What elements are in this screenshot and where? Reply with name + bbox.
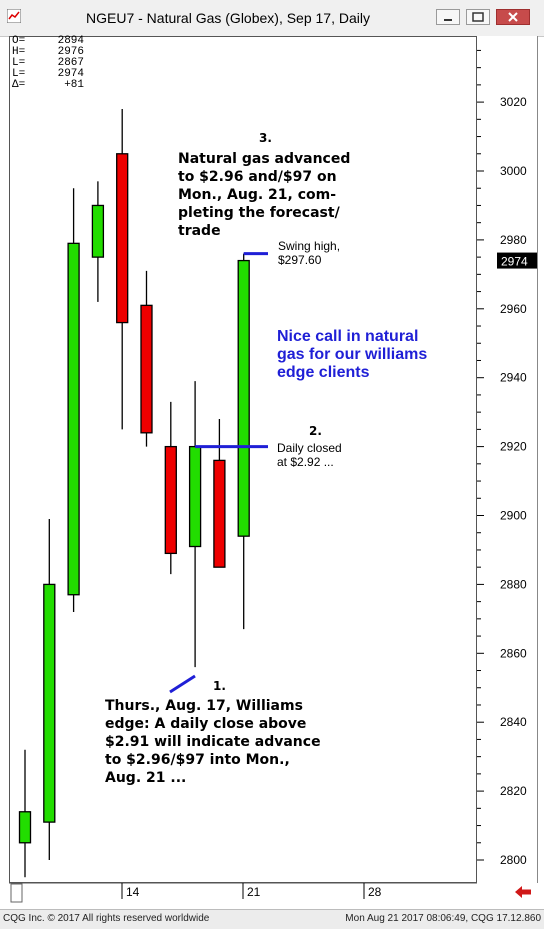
annotation-line: Thurs., Aug. 17, Williams — [105, 698, 303, 714]
y-tick-label: 2980 — [500, 233, 527, 247]
last-price-label: 2974 — [501, 255, 528, 269]
minimize-button[interactable] — [436, 9, 460, 25]
status-bar: CQG Inc. © 2017 All rights reserved worl… — [0, 909, 544, 929]
candle-body — [67, 242, 80, 596]
candle-body — [213, 459, 226, 568]
annotation-3-number: 3. — [259, 131, 272, 145]
annotation-line: Mon., Aug. 21, com- — [178, 187, 337, 203]
annotation-line: trade — [178, 223, 221, 239]
x-scroll-thumb — [10, 883, 23, 903]
annotation-line: pleting the forecast/ — [178, 205, 340, 221]
candle-body — [140, 304, 153, 434]
annotation-line: Swing high, — [278, 239, 341, 253]
window-titlebar: NGEU7 - Natural Gas (Globex), Sep 17, Da… — [0, 0, 544, 37]
commentary-note: Nice call in natural gas for our william… — [277, 328, 427, 382]
x-tick-label: 21 — [247, 885, 261, 899]
annotation-line: Natural gas advanced — [178, 151, 351, 167]
annotation-line: Aug. 21 ... — [105, 770, 187, 786]
y-tick-label: 2960 — [500, 302, 527, 316]
annotation-line: to $2.96/$97 into Mon., — [105, 752, 290, 768]
timestamp-text: Mon Aug 21 2017 08:06:49, CQG 17.12.860 — [345, 913, 541, 924]
maximize-icon — [472, 12, 484, 22]
annotation-line: $297.60 — [278, 253, 322, 267]
close-button[interactable] — [496, 9, 530, 25]
ohlc-row: L= 2974 — [12, 68, 84, 80]
annotation-1: Thurs., Aug. 17, Williams edge: A daily … — [105, 697, 321, 787]
candle-body — [91, 204, 105, 258]
y-tick-label: 2800 — [500, 853, 527, 867]
ohlc-row: H= 2976 — [12, 46, 84, 58]
copyright-text: CQG Inc. © 2017 All rights reserved worl… — [3, 913, 210, 924]
annotation-1-number: 1. — [213, 679, 226, 693]
close-icon — [508, 12, 518, 22]
candle-body — [18, 811, 32, 844]
candle-body — [164, 445, 177, 555]
y-tick-label: 3020 — [500, 95, 527, 109]
annotation-line: at $2.92 ... — [277, 455, 334, 469]
annotation-line: edge clients — [277, 364, 370, 381]
scroll-left-arrow-icon[interactable] — [514, 884, 532, 900]
window-title: NGEU7 - Natural Gas (Globex), Sep 17, Da… — [86, 10, 370, 26]
ohlc-row: L= 2867 — [12, 57, 84, 69]
ohlc-row: Δ= +81 — [12, 79, 84, 91]
app-icon — [7, 9, 21, 23]
annotation-2-number: 2. — [309, 424, 322, 438]
y-tick-label: 2900 — [500, 509, 527, 523]
price-axis — [477, 36, 538, 883]
candle-body — [188, 445, 202, 548]
last-price-box — [497, 252, 537, 269]
annotation-line: to $2.96 and/$97 on — [178, 169, 337, 185]
y-tick-label: 2820 — [500, 784, 527, 798]
annotation-pointer-1 — [169, 674, 196, 694]
minimize-icon — [444, 19, 452, 21]
y-tick-label: 2920 — [500, 440, 527, 454]
y-tick-label: 2840 — [500, 715, 527, 729]
ohlc-row: O= 2894 — [12, 35, 84, 47]
annotation-line: edge: A daily close above — [105, 716, 307, 732]
annotation-line: $2.91 will indicate advance — [105, 734, 321, 750]
y-tick-label: 3000 — [500, 164, 527, 178]
annotation-2: Daily closed at $2.92 ... — [277, 441, 342, 469]
y-tick-label: 2860 — [500, 646, 527, 660]
annotation-3: Natural gas advanced to $2.96 and/$97 on… — [178, 150, 350, 240]
y-tick-label: 2940 — [500, 371, 527, 385]
price-chart: 2800 2820 2840 2860 2880 2900 2920 2940 2960 2980… — [9, 49, 537, 903]
annotation-line: Nice call in natural — [277, 328, 419, 345]
y-tick-label: 2880 — [500, 577, 527, 591]
candle-body — [43, 583, 56, 823]
maximize-button[interactable] — [466, 9, 490, 25]
annotation-line: Daily closed — [277, 441, 342, 455]
annotation-line: gas for our williams — [277, 346, 428, 363]
x-tick-label: 14 — [126, 885, 140, 899]
swing-high-label: Swing high, $297.60 — [278, 239, 340, 267]
candle-body — [116, 153, 129, 324]
candle-body — [237, 259, 250, 537]
x-tick-label: 28 — [368, 885, 382, 899]
